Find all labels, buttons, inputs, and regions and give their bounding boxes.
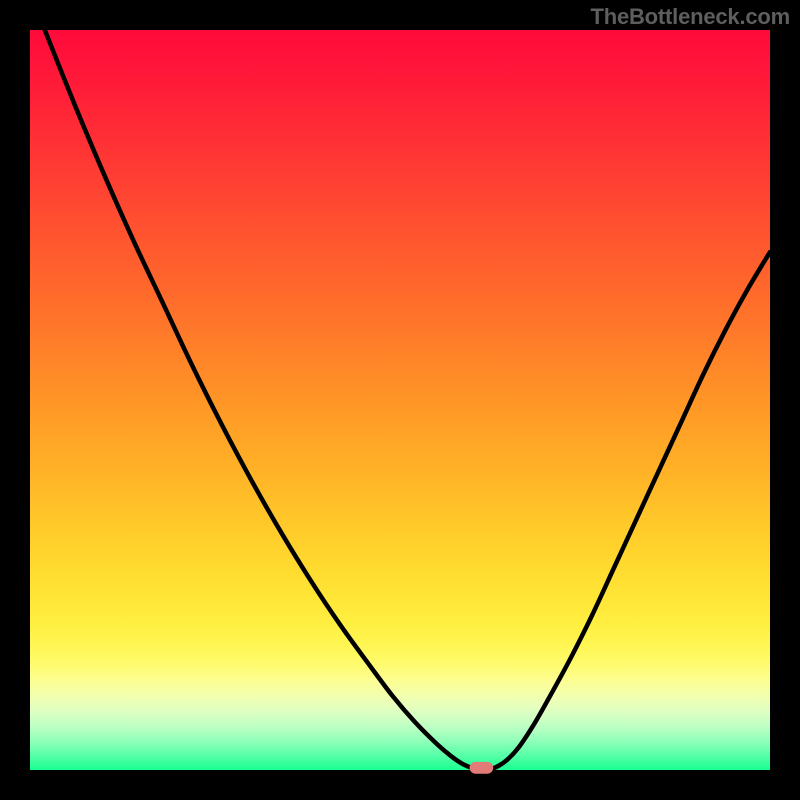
chart-container: TheBottleneck.com [0,0,800,800]
bottleneck-curve-chart [0,0,800,800]
watermark-text: TheBottleneck.com [590,4,790,30]
chart-background [30,30,770,770]
optimal-point-marker [470,762,494,774]
